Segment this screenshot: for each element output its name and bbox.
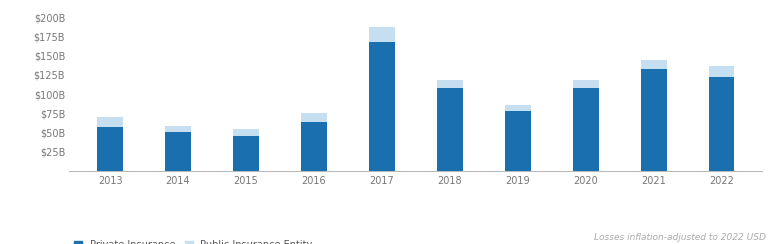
Bar [641,69,667,171]
Bar [505,105,531,111]
Legend: Private Insurance, Public Insurance Entity: Private Insurance, Public Insurance Enti… [74,240,313,244]
Bar [233,136,259,171]
Bar [301,113,326,122]
Bar [641,60,667,69]
Bar [573,88,598,171]
Bar [369,27,395,42]
Bar [97,117,123,127]
Bar [437,88,463,171]
Bar [301,122,326,171]
Bar [233,129,259,136]
Bar [97,127,123,171]
Bar [708,66,735,77]
Bar [437,80,463,88]
Bar [165,132,191,171]
Bar [165,126,191,132]
Text: Losses inflation-adjusted to 2022 USD: Losses inflation-adjusted to 2022 USD [594,233,766,242]
Bar [505,111,531,171]
Bar [369,42,395,171]
Bar [573,80,598,88]
Bar [708,77,735,171]
